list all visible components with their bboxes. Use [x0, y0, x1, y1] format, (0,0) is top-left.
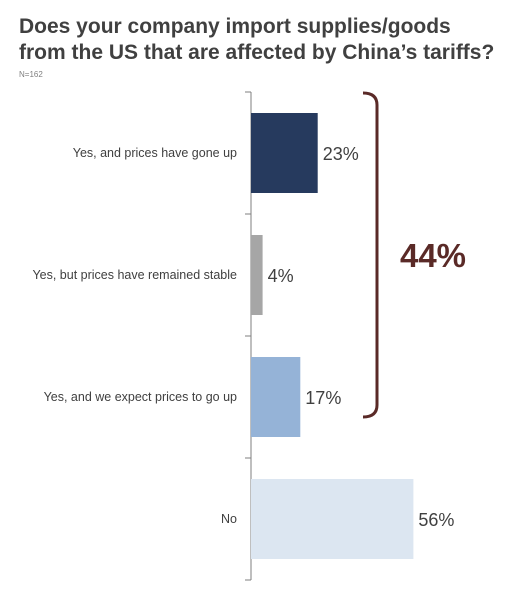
data-label: 23%: [323, 144, 359, 164]
sample-size-note: N=162: [19, 70, 43, 79]
bracket-total-label: 44%: [400, 237, 466, 274]
category-label: No: [221, 512, 237, 526]
bracket-annotation: [362, 91, 379, 419]
bar: [251, 235, 263, 315]
chart-title: Does your company import supplies/goods …: [19, 15, 495, 64]
category-label: Yes, and prices have gone up: [73, 146, 237, 160]
data-label: 56%: [418, 510, 454, 530]
bar: [251, 357, 301, 437]
category-label: Yes, but prices have remained stable: [32, 268, 237, 282]
category-label: Yes, and we expect prices to go up: [44, 390, 237, 404]
bar: [251, 479, 414, 559]
data-label: 4%: [268, 266, 294, 286]
data-label: 17%: [305, 388, 341, 408]
bar: [251, 113, 318, 193]
